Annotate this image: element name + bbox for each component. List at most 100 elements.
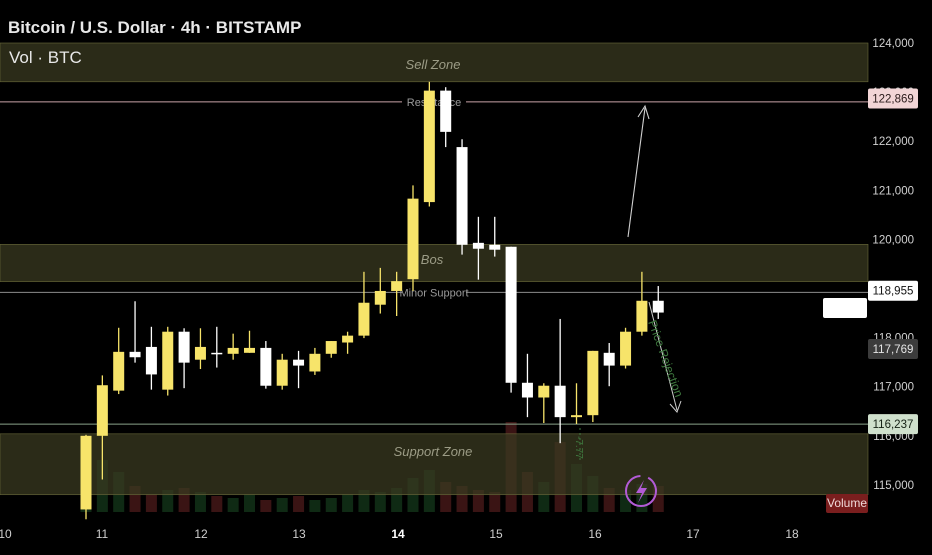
x-axis[interactable]: 10 11 12 13 14 15 16 17 18 xyxy=(0,527,799,541)
volume-badge[interactable]: Volume xyxy=(826,494,868,513)
zones-layer: Sell Zone Bos Support Zone xyxy=(0,42,869,496)
candle[interactable] xyxy=(145,346,157,375)
volume-bar xyxy=(145,494,157,512)
candles-layer[interactable] xyxy=(80,81,664,520)
arrow-head xyxy=(637,104,650,120)
x-tick-label: 16 xyxy=(588,527,602,541)
volume-bar xyxy=(211,496,223,512)
projection-arrow[interactable] xyxy=(627,107,646,238)
candle[interactable] xyxy=(129,351,141,358)
y-tick-label: 122,000 xyxy=(872,136,914,148)
x-tick-label: 11 xyxy=(96,527,109,541)
x-tick-label: 17 xyxy=(686,527,700,541)
candle[interactable] xyxy=(194,346,206,360)
current-price-marker xyxy=(823,298,867,318)
candle[interactable] xyxy=(521,382,533,398)
volume-bar xyxy=(309,500,321,512)
candle[interactable] xyxy=(293,359,305,366)
candle[interactable] xyxy=(309,353,321,372)
zone-label: Support Zone xyxy=(394,444,473,459)
price-tag-label: 122,869 xyxy=(872,94,914,106)
candle[interactable] xyxy=(80,435,92,510)
x-tick-label: 10 xyxy=(0,527,12,541)
y-axis[interactable]: 115,000116,000117,000118,000119,000120,0… xyxy=(868,38,918,492)
zone-support-zone[interactable] xyxy=(0,433,869,496)
candle[interactable] xyxy=(342,335,354,343)
candle[interactable] xyxy=(96,385,108,436)
candle[interactable] xyxy=(391,281,403,291)
price-tag[interactable] xyxy=(868,280,918,301)
candle[interactable] xyxy=(178,331,190,363)
volume-bar xyxy=(178,488,190,512)
candle[interactable] xyxy=(260,347,272,386)
volume-bar xyxy=(440,482,452,512)
volume-bar xyxy=(636,484,648,512)
candle[interactable] xyxy=(358,302,370,336)
volume-bar xyxy=(603,488,615,512)
level-label: Minor Support xyxy=(399,287,468,299)
candle[interactable] xyxy=(472,242,484,249)
volume-bar xyxy=(194,492,206,512)
candle[interactable] xyxy=(489,244,501,250)
price-tag[interactable] xyxy=(868,414,918,435)
candle[interactable] xyxy=(227,347,239,354)
candle[interactable] xyxy=(162,331,174,390)
volume-bar xyxy=(244,494,255,512)
candle[interactable] xyxy=(456,147,468,245)
zone-bos[interactable] xyxy=(0,244,869,282)
volume-bar xyxy=(456,486,468,512)
volume-bar xyxy=(325,498,337,512)
candle[interactable] xyxy=(113,351,125,391)
candle[interactable] xyxy=(554,385,566,418)
arrow-head xyxy=(669,400,682,413)
volume-bar xyxy=(162,490,174,512)
candle[interactable] xyxy=(571,415,582,418)
volume-bar xyxy=(293,496,305,512)
candle[interactable] xyxy=(505,246,517,383)
candle[interactable] xyxy=(325,341,337,354)
zone-sell-zone[interactable] xyxy=(0,42,869,83)
volume-bar xyxy=(358,490,370,512)
x-tick-label: 15 xyxy=(489,527,503,541)
candle[interactable] xyxy=(211,352,223,355)
candle[interactable] xyxy=(652,300,664,313)
candle[interactable] xyxy=(620,331,632,366)
price-rejection-label: Price Rejection xyxy=(645,318,686,399)
candle[interactable] xyxy=(244,347,255,353)
volume-bar xyxy=(342,494,354,512)
volume-bar xyxy=(129,486,141,512)
candle[interactable] xyxy=(587,350,599,416)
x-tick-label: 18 xyxy=(785,527,799,541)
candle[interactable] xyxy=(603,352,615,366)
measure-label: -7.77 xyxy=(573,436,584,459)
volume-bar xyxy=(227,498,239,512)
y-tick-label: 115,000 xyxy=(873,480,914,492)
candle[interactable] xyxy=(276,359,288,386)
y-tick-label: 124,000 xyxy=(872,38,914,50)
candle[interactable] xyxy=(636,300,648,332)
volume-bar xyxy=(260,500,272,512)
lightning-bolt-icon xyxy=(636,480,647,503)
volume-bar xyxy=(652,486,664,512)
y-tick-label: 120,000 xyxy=(872,234,914,246)
x-tick-label: 14 xyxy=(391,527,405,541)
price-tag[interactable] xyxy=(868,338,918,359)
x-tick-label: 12 xyxy=(194,527,208,541)
zone-label: Bos xyxy=(421,252,444,267)
price-tag[interactable] xyxy=(868,88,918,109)
chart-title: Bitcoin / U.S. Dollar · 4h · BITSTAMP xyxy=(8,18,302,37)
zone-label: Sell Zone xyxy=(406,57,461,72)
volume-bar xyxy=(489,492,501,512)
y-tick-label: 117,000 xyxy=(873,382,914,394)
x-tick-label: 13 xyxy=(292,527,306,541)
candle[interactable] xyxy=(407,198,419,280)
rejection-arrow[interactable] xyxy=(648,301,678,411)
chart-subtitle[interactable]: Vol · BTC xyxy=(9,48,82,67)
candle[interactable] xyxy=(423,90,435,203)
volume-bar xyxy=(620,490,632,512)
candle[interactable] xyxy=(538,385,550,398)
candle[interactable] xyxy=(440,90,452,132)
candle[interactable] xyxy=(374,290,386,305)
